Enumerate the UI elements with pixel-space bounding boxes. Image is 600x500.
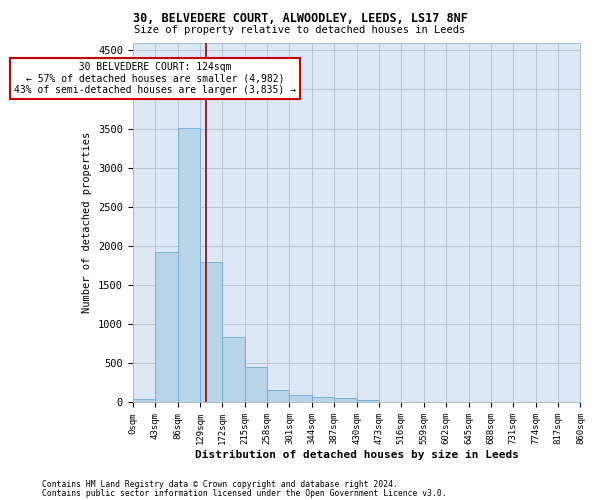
Bar [334, 398, 356, 402]
Y-axis label: Number of detached properties: Number of detached properties [82, 132, 92, 313]
Bar [289, 394, 312, 402]
Bar [200, 262, 222, 402]
Bar [178, 128, 200, 402]
Bar [267, 390, 289, 402]
Bar [155, 252, 178, 402]
Text: 30, BELVEDERE COURT, ALWOODLEY, LEEDS, LS17 8NF: 30, BELVEDERE COURT, ALWOODLEY, LEEDS, L… [133, 12, 467, 26]
Bar [133, 399, 155, 402]
Bar [356, 400, 379, 402]
Text: Contains HM Land Registry data © Crown copyright and database right 2024.: Contains HM Land Registry data © Crown c… [42, 480, 398, 489]
X-axis label: Distribution of detached houses by size in Leeds: Distribution of detached houses by size … [194, 450, 518, 460]
Bar [312, 397, 334, 402]
Bar [222, 336, 245, 402]
Text: Size of property relative to detached houses in Leeds: Size of property relative to detached ho… [134, 25, 466, 35]
Text: Contains public sector information licensed under the Open Government Licence v3: Contains public sector information licen… [42, 489, 446, 498]
Text: 30 BELVEDERE COURT: 124sqm  
← 57% of detached houses are smaller (4,982)
43% of: 30 BELVEDERE COURT: 124sqm ← 57% of deta… [14, 62, 296, 96]
Bar [245, 367, 267, 402]
